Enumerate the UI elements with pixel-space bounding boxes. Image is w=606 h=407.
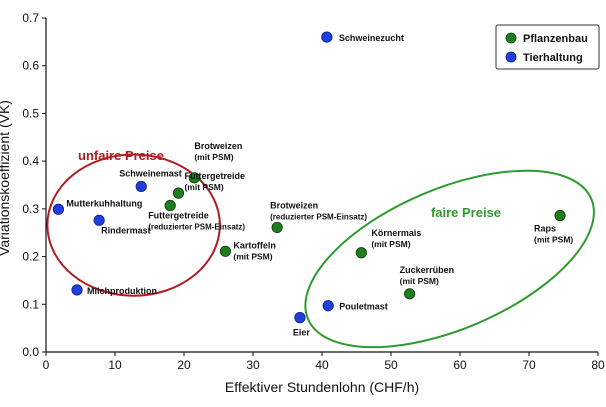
x-tick-label: 70 (522, 358, 536, 372)
data-point-pflanzenbau (172, 187, 185, 199)
point-label: Futtergetreide (reduzierter PSM-Einsatz) (148, 211, 245, 232)
point-label-line: Pouletmast (339, 302, 388, 312)
legend-marker-pflanzenbau (505, 32, 517, 44)
legend-marker-tierhaltung (505, 51, 517, 63)
point-label-line: (mit PSM) (184, 182, 223, 192)
data-point-pflanzenbau (554, 209, 566, 222)
point-label-line: Futtergetreide (148, 211, 209, 221)
point-label-line: (reduzierter PSM-Einsatz) (148, 223, 245, 232)
point-label: Kartoffeln (mit PSM) (233, 240, 276, 261)
point-label-line: Schweinemast (119, 168, 182, 178)
y-tick-label: 0.5 (22, 106, 39, 120)
point-label-line: (mit PSM) (534, 235, 573, 245)
legend-label-tierhaltung: Tierhaltung (523, 52, 583, 64)
point-label-line: Eier (293, 328, 311, 338)
data-point-tierhaltung (294, 312, 306, 324)
data-point-pflanzenbau (219, 245, 231, 257)
y-tick-label: 0.1 (22, 297, 39, 311)
point-label-line: (mit PSM) (233, 251, 272, 261)
point-label: Raps (mit PSM) (534, 224, 573, 245)
point-label-line: Raps (534, 224, 556, 234)
y-tick-label: 0.0 (22, 345, 39, 359)
y-tick-label: 0.7 (22, 11, 39, 25)
point-label: Brotweizen (reduzierter PSM-Einsatz) (270, 200, 367, 221)
data-point-tierhaltung (93, 214, 105, 226)
unfair-prices-ellipse (46, 153, 221, 297)
point-label: Zuckerrüben (mit PSM) (400, 265, 455, 286)
x-tick-label: 30 (246, 358, 260, 372)
point-label-line: Mutterkuhhaltung (66, 198, 142, 208)
x-axis-label: Effektiver Stundenlohn (CHF/h) (225, 379, 419, 395)
data-point-tierhaltung (135, 180, 147, 193)
data-point-pflanzenbau (355, 247, 367, 259)
point-label-line: (mit PSM) (194, 152, 233, 162)
point-label: Milchproduktion (87, 286, 157, 296)
axes-layer: 0 10 20 30 40 50 60 70 80 0.0 0.1 0.2 0.3 0.4 0.5 0.6 0.… (22, 11, 605, 372)
data-point-pflanzenbau (271, 221, 283, 234)
legend: Pflanzenbau Tierhaltung (495, 24, 600, 70)
point-label: Eier (293, 328, 311, 338)
point-label-line: Brotweizen (194, 141, 242, 151)
point-label-line: (mit PSM) (371, 239, 410, 249)
data-point-pflanzenbau (164, 199, 176, 212)
point-label-line: Kartoffeln (233, 240, 276, 250)
data-point-tierhaltung (52, 203, 65, 215)
x-tick-label: 40 (315, 358, 329, 372)
point-label-line: Rindermast (101, 225, 151, 235)
y-axis-label: Variationskoeffizient (VK) (0, 100, 12, 256)
point-label-line: Schweinezucht (339, 33, 404, 43)
point-label-line: (reduzierter PSM-Einsatz) (270, 212, 367, 221)
point-label: Körnermais (mit PSM) (371, 228, 421, 249)
data-point-tierhaltung (322, 300, 334, 312)
unfair-prices-label: unfaire Preise (78, 148, 164, 163)
x-tick-label: 60 (453, 358, 467, 372)
x-tick-label: 0 (43, 358, 50, 372)
data-point-tierhaltung (71, 284, 83, 296)
data-point-tierhaltung (321, 31, 333, 43)
y-tick-label: 0.4 (22, 154, 39, 168)
point-label: Futtergetreide (mit PSM) (184, 171, 245, 192)
legend-label-pflanzenbau: Pflanzenbau (523, 33, 588, 45)
point-label-line: Körnermais (371, 228, 421, 238)
point-label: Brotweizen (mit PSM) (194, 141, 242, 162)
point-labels-layer: Brotweizen (mit PSM)Futtergetreide (mit PS… (66, 33, 573, 338)
point-label: Rindermast (101, 225, 151, 235)
y-tick-label: 0.2 (22, 250, 39, 264)
points-layer (52, 31, 566, 324)
legend-box (495, 24, 600, 70)
point-label: Schweinezucht (339, 33, 404, 43)
x-tick-label: 50 (384, 358, 398, 372)
ellipse-layer: unfaire Preise faire Preise (46, 148, 595, 349)
point-label: Pouletmast (339, 302, 388, 312)
point-label-line: Milchproduktion (87, 286, 157, 296)
point-label: Schweinemast (119, 168, 182, 178)
fair-prices-label: faire Preise (431, 205, 501, 220)
fair-prices-ellipse (304, 169, 595, 349)
point-label-line: Brotweizen (270, 200, 318, 210)
data-point-pflanzenbau (404, 288, 416, 300)
data-point-pflanzenbau (188, 172, 200, 184)
point-label-line: Zuckerrüben (400, 265, 455, 275)
y-tick-label: 0.6 (22, 59, 39, 73)
x-tick-label: 80 (591, 358, 605, 372)
point-label: Mutterkuhhaltung (66, 198, 142, 208)
x-tick-label: 10 (108, 358, 122, 372)
y-tick-label: 0.3 (22, 202, 39, 216)
x-tick-label: 20 (177, 358, 191, 372)
point-label-line: Futtergetreide (184, 171, 245, 181)
point-label-line: (mit PSM) (400, 276, 439, 286)
